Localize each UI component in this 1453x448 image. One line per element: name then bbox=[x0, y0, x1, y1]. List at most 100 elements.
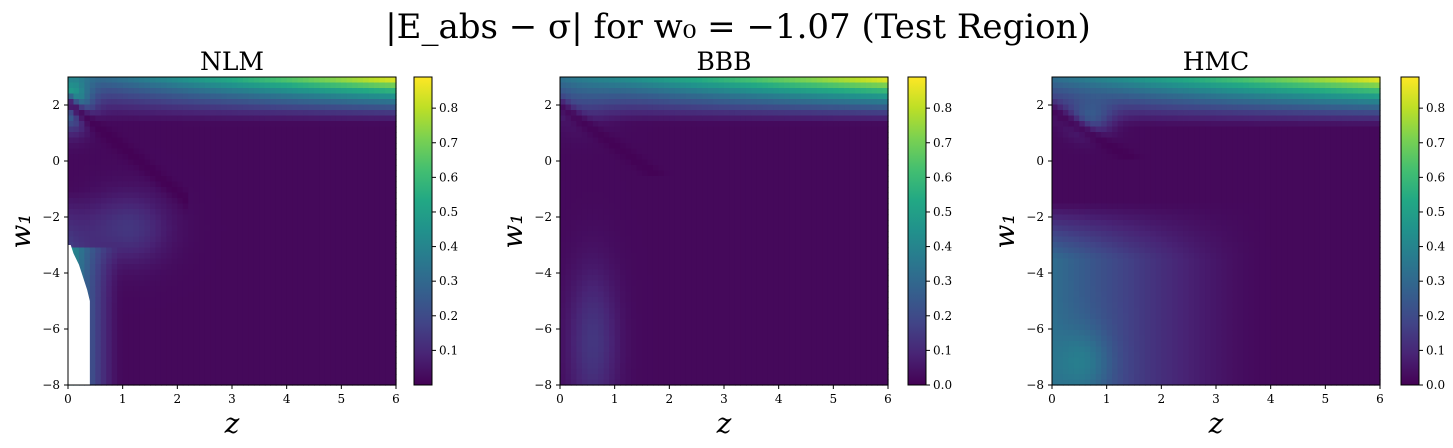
heatmap-cell bbox=[264, 236, 271, 243]
heatmap-cell bbox=[669, 231, 676, 238]
heatmap-cell bbox=[363, 357, 370, 364]
heatmap-cell bbox=[390, 143, 397, 150]
heatmap-cell bbox=[100, 302, 107, 309]
heatmap-cell bbox=[603, 220, 610, 227]
heatmap-cell bbox=[160, 170, 167, 177]
heatmap-cell bbox=[117, 231, 124, 238]
heatmap-cell bbox=[215, 313, 222, 320]
heatmap-cell bbox=[363, 346, 370, 353]
heatmap-cell bbox=[603, 330, 610, 337]
heatmap-cell bbox=[155, 269, 162, 276]
heatmap-cell bbox=[226, 242, 233, 249]
heatmap-cell bbox=[281, 264, 288, 271]
heatmap-cell bbox=[669, 165, 676, 172]
heatmap-cell bbox=[680, 253, 687, 260]
heatmap-cell bbox=[587, 357, 594, 364]
heatmap-cell bbox=[144, 231, 151, 238]
heatmap-cell bbox=[259, 319, 266, 326]
heatmap-cell bbox=[171, 192, 178, 199]
heatmap-cell bbox=[576, 203, 583, 210]
heatmap-cell bbox=[100, 192, 107, 199]
heatmap-cell bbox=[647, 341, 654, 348]
heatmap-cell bbox=[636, 77, 643, 84]
heatmap-cell bbox=[264, 181, 271, 188]
heatmap-cell bbox=[150, 77, 157, 84]
heatmap-cell bbox=[199, 236, 206, 243]
heatmap-cell bbox=[341, 209, 348, 216]
heatmap-cell bbox=[308, 280, 315, 287]
heatmap-cell bbox=[117, 203, 124, 210]
heatmap-cell bbox=[259, 214, 266, 221]
heatmap-cell bbox=[308, 82, 315, 89]
heatmap-cell bbox=[587, 82, 594, 89]
heatmap-cell bbox=[652, 319, 659, 326]
heatmap-cell bbox=[259, 137, 266, 144]
heatmap-cell bbox=[330, 236, 337, 243]
heatmap-cell bbox=[603, 121, 610, 128]
heatmap-cell bbox=[680, 308, 687, 315]
heatmap-cell bbox=[237, 374, 244, 381]
heatmap-cell bbox=[658, 187, 665, 194]
heatmap-cell bbox=[658, 368, 665, 375]
heatmap-cell bbox=[390, 126, 397, 133]
heatmap-cell bbox=[95, 313, 102, 320]
heatmap-cell bbox=[581, 253, 588, 260]
heatmap-cell bbox=[232, 269, 239, 276]
heatmap-cell bbox=[598, 319, 605, 326]
heatmap-cell bbox=[390, 187, 397, 194]
heatmap-cell bbox=[117, 302, 124, 309]
heatmap-cell bbox=[210, 225, 217, 232]
heatmap-cell bbox=[669, 137, 676, 144]
heatmap-cell bbox=[303, 225, 310, 232]
heatmap-cell bbox=[199, 187, 206, 194]
heatmap-cell bbox=[171, 137, 178, 144]
heatmap-cell bbox=[324, 148, 331, 155]
heatmap-cell bbox=[204, 302, 211, 309]
heatmap-cell bbox=[663, 159, 670, 166]
heatmap-cell bbox=[275, 313, 282, 320]
heatmap-cell bbox=[636, 258, 643, 265]
heatmap-cell bbox=[702, 148, 709, 155]
heatmap-cell bbox=[106, 214, 113, 221]
heatmap-cell bbox=[193, 335, 200, 342]
heatmap-cell bbox=[166, 121, 173, 128]
heatmap-cell bbox=[95, 275, 102, 282]
heatmap-cell bbox=[226, 330, 233, 337]
heatmap-cell bbox=[565, 352, 572, 359]
heatmap-cell bbox=[691, 82, 698, 89]
heatmap-cell bbox=[390, 110, 397, 117]
heatmap-cell bbox=[598, 247, 605, 254]
heatmap-cell bbox=[78, 187, 85, 194]
heatmap-cell bbox=[581, 220, 588, 227]
heatmap-cell bbox=[242, 319, 249, 326]
heatmap-cell bbox=[609, 126, 616, 133]
heatmap-cell bbox=[363, 154, 370, 161]
heatmap-cell bbox=[221, 154, 228, 161]
heatmap-cell bbox=[363, 220, 370, 227]
heatmap-cell bbox=[314, 126, 321, 133]
heatmap-cell bbox=[609, 99, 616, 106]
heatmap-cell bbox=[204, 176, 211, 183]
heatmap-cell bbox=[631, 198, 638, 205]
heatmap-cell bbox=[620, 214, 627, 221]
heatmap-cell bbox=[166, 170, 173, 177]
heatmap-cell bbox=[215, 319, 222, 326]
heatmap-cell bbox=[232, 154, 239, 161]
heatmap-cell bbox=[379, 214, 386, 221]
heatmap-cell bbox=[155, 110, 162, 117]
heatmap-cell bbox=[275, 154, 282, 161]
heatmap-cell bbox=[560, 132, 567, 139]
heatmap-cell bbox=[335, 214, 342, 221]
heatmap-cell bbox=[286, 187, 293, 194]
heatmap-cell bbox=[78, 203, 85, 210]
heatmap-cell bbox=[281, 308, 288, 315]
heatmap-cell bbox=[166, 214, 173, 221]
heatmap-cell bbox=[674, 159, 681, 166]
heatmap-cell bbox=[603, 368, 610, 375]
heatmap-cell bbox=[570, 121, 577, 128]
heatmap-cell bbox=[281, 132, 288, 139]
heatmap-cell bbox=[150, 121, 157, 128]
heatmap-cell bbox=[319, 247, 326, 254]
heatmap-cell bbox=[707, 286, 714, 293]
heatmap-cell bbox=[636, 132, 643, 139]
